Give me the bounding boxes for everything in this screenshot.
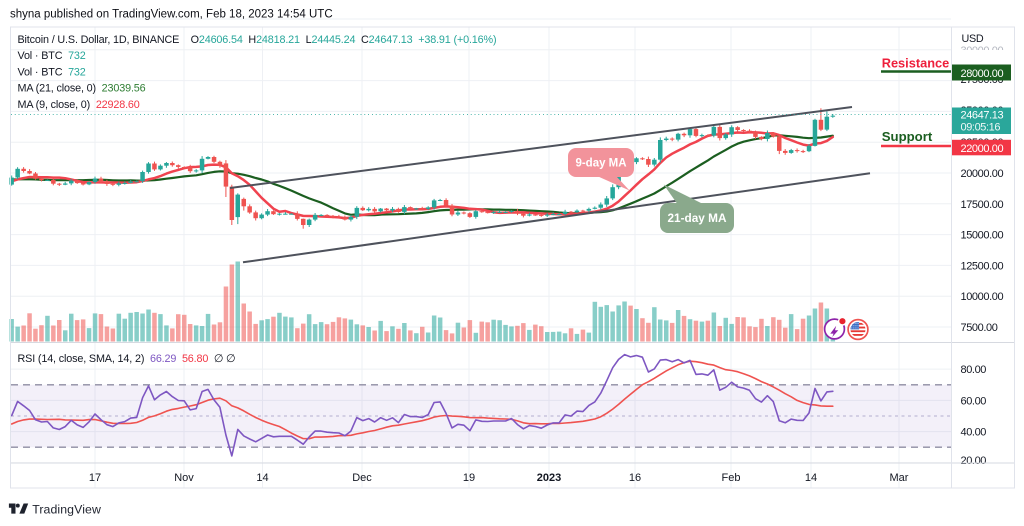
svg-text:40.00: 40.00	[961, 427, 987, 439]
svg-text:17: 17	[89, 472, 101, 484]
svg-text:Dec: Dec	[352, 472, 372, 484]
svg-text:09:05:16: 09:05:16	[961, 122, 1001, 134]
svg-text:shyna published on TradingView: shyna published on TradingView.com, Feb …	[10, 9, 333, 21]
svg-text:30000.00: 30000.00	[961, 45, 1004, 57]
svg-text:Resistance: Resistance	[882, 56, 950, 71]
svg-text:21-day MA: 21-day MA	[667, 211, 726, 225]
svg-text:80.00: 80.00	[961, 364, 987, 376]
svg-text:24647.13: 24647.13	[961, 110, 1004, 122]
svg-text:16: 16	[629, 472, 641, 484]
svg-text:14: 14	[805, 472, 817, 484]
svg-text:USD: USD	[962, 33, 984, 45]
svg-text:RSI (14, close, SMA, 14, 2) 6: RSI (14, close, SMA, 14, 2) 66.29 56.80 …	[18, 353, 236, 365]
svg-text:9-day MA: 9-day MA	[575, 158, 626, 170]
svg-text:14: 14	[256, 472, 268, 484]
svg-text:Vol · BTC 732: Vol · BTC 732	[18, 50, 86, 62]
svg-text:TradingView: TradingView	[32, 502, 101, 516]
svg-text:Feb: Feb	[722, 472, 741, 484]
svg-text:MA (21, close, 0) 23039.56: MA (21, close, 0) 23039.56	[18, 83, 146, 95]
svg-text:20000.00: 20000.00	[961, 168, 1004, 180]
svg-text:15000.00: 15000.00	[961, 230, 1004, 242]
svg-text:10000.00: 10000.00	[961, 291, 1004, 303]
svg-text:60.00: 60.00	[961, 395, 987, 407]
svg-text:12500.00: 12500.00	[961, 260, 1004, 272]
svg-text:2023: 2023	[537, 472, 561, 484]
svg-text:Mar: Mar	[890, 472, 909, 484]
svg-text:Vol · BTC 732: Vol · BTC 732	[18, 66, 86, 78]
svg-text:Nov: Nov	[174, 472, 194, 484]
svg-text:28000.00: 28000.00	[961, 68, 1004, 80]
svg-text:Support: Support	[882, 129, 933, 144]
svg-text:17500.00: 17500.00	[961, 199, 1004, 211]
svg-text:19: 19	[463, 472, 475, 484]
svg-text:Bitcoin / U.S. Dollar, 1D, BIN: Bitcoin / U.S. Dollar, 1D, BINANCE O2460…	[18, 34, 497, 46]
svg-text:20.00: 20.00	[961, 455, 987, 467]
svg-text:MA (9, close, 0) 22928.60: MA (9, close, 0) 22928.60	[18, 99, 140, 111]
svg-text:7500.00: 7500.00	[961, 322, 998, 334]
svg-text:22000.00: 22000.00	[961, 143, 1004, 155]
